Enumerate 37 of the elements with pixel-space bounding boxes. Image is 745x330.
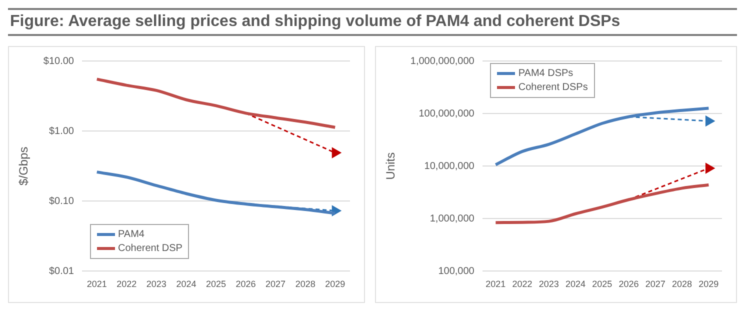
line-series bbox=[95, 78, 337, 129]
y-tick-label: $1.00 bbox=[48, 126, 74, 137]
legend-label: Coherent DSPs bbox=[518, 82, 588, 93]
x-tick-label: 2028 bbox=[672, 279, 692, 290]
y-tick-label: $10.00 bbox=[43, 56, 74, 67]
y-tick-label: $0.10 bbox=[48, 196, 74, 207]
x-tick-label: 2029 bbox=[698, 279, 719, 290]
x-tick-label: 2025 bbox=[206, 279, 226, 290]
x-tick-label: 2022 bbox=[116, 279, 137, 290]
y-tick-label: 10,000,000 bbox=[424, 160, 475, 172]
y-tick-label: 1,000,000 bbox=[430, 213, 475, 224]
x-tick-label: 2026 bbox=[618, 279, 639, 290]
x-tick-label: 2027 bbox=[266, 279, 286, 290]
y-axis-title: $/Gbps bbox=[16, 146, 31, 186]
x-tick-label: 2024 bbox=[176, 279, 196, 290]
legend-label: PAM4 DSPs bbox=[518, 68, 574, 79]
x-tick-label: 2027 bbox=[645, 279, 666, 290]
y-tick-label: 100,000,000 bbox=[418, 108, 475, 120]
legend-label: Coherent DSP bbox=[118, 243, 182, 254]
x-tick-label: 2023 bbox=[146, 279, 166, 290]
legend-label: PAM4 bbox=[118, 229, 144, 240]
x-tick-label: 2026 bbox=[236, 279, 256, 290]
x-tick-label: 2024 bbox=[566, 279, 586, 290]
x-tick-label: 2021 bbox=[486, 279, 506, 290]
x-tick-label: 2022 bbox=[512, 279, 532, 290]
x-tick-label: 2023 bbox=[538, 279, 559, 290]
x-tick-label: 2025 bbox=[592, 279, 612, 290]
chart-title: Figure: Average selling prices and shipping volume of PAM4 and coherent DSPs bbox=[8, 8, 737, 36]
y-axis-title: Units bbox=[384, 152, 398, 180]
x-tick-label: 2028 bbox=[295, 279, 316, 290]
line-series bbox=[494, 183, 710, 224]
x-tick-label: 2021 bbox=[86, 279, 107, 290]
line-series bbox=[494, 106, 710, 166]
x-tick-label: 2029 bbox=[325, 279, 346, 290]
y-tick-label: $0.01 bbox=[48, 266, 74, 277]
y-tick-label: 100,000 bbox=[438, 266, 475, 277]
y-tick-label: 1,000,000,000 bbox=[410, 56, 475, 67]
